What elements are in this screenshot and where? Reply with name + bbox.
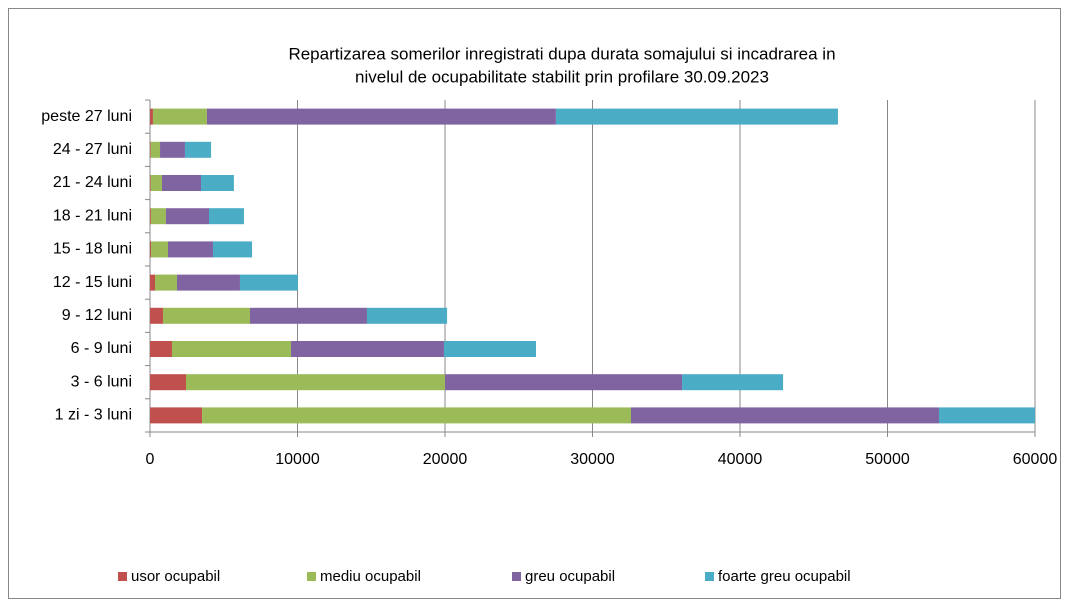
y-tick-label: 21 - 24 luni [53,174,132,191]
y-tick-label: 24 - 27 luni [53,141,132,158]
y-tick-label: peste 27 luni [41,108,132,125]
bar-segment [150,307,163,324]
bar-segment [176,274,240,291]
legend-label: usor ocupabil [131,568,220,585]
bar-segment [150,407,203,424]
bar-segment [201,175,234,191]
bar-segment [206,108,556,125]
y-tick-label: 6 - 9 luni [71,340,132,357]
legend-swatch [705,572,714,581]
bar-segment [150,175,151,191]
chart-title: Repartizarea somerilor inregistrati dupa… [288,44,835,63]
legend-label: mediu ocupabil [320,568,421,585]
chart-title: nivelul de ocupabilitate stabilit prin p… [355,67,769,86]
y-tick-label: 12 - 15 luni [53,274,132,291]
bar-segment [171,341,292,357]
x-tick-label: 20000 [423,451,468,468]
legend-swatch [512,572,521,581]
legend-label: greu ocupabil [525,568,615,585]
bar-segment [250,307,367,324]
bar-segment [150,141,161,158]
bar-segment [150,341,172,357]
bar-segment [150,241,152,258]
bar-segment [151,241,168,258]
bar-segment [185,374,446,391]
bar-segment [209,208,244,225]
bar-segment [150,374,186,391]
x-tick-label: 10000 [275,451,320,468]
bar-segment [443,341,537,357]
x-tick-label: 60000 [1013,451,1058,468]
bar-segment [155,274,177,291]
bar-segment [150,175,162,191]
bar-segment [167,241,213,258]
x-tick-label: 30000 [570,451,615,468]
bar-segment [152,108,207,125]
y-tick-label: 18 - 21 luni [53,207,132,224]
bar-segment [239,274,298,291]
y-tick-label: 1 zi - 3 luni [55,407,132,424]
x-tick-label: 0 [146,451,155,468]
bar-segment [165,208,209,225]
bar-segment [445,374,683,391]
bar-segment [555,108,838,125]
bar-segment [682,374,784,391]
bar-segment [150,141,151,158]
bar-segment [150,208,166,225]
y-tick-label: 9 - 12 luni [62,307,132,324]
x-tick-label: 50000 [865,451,910,468]
legend-label: foarte greu ocupabil [718,568,851,585]
bar-segment [630,407,939,424]
bar-segment [150,208,151,225]
bar-segment [938,407,1035,424]
bar-segment [291,341,444,357]
bar-segment [212,241,253,258]
bar-segment [184,141,212,158]
bar-segment [150,108,153,125]
x-tick-label: 40000 [718,451,763,468]
bar-segment [161,175,202,191]
legend-swatch [307,572,316,581]
chart-border [8,8,1061,599]
bar-segment [366,307,448,324]
bar-segment [162,307,251,324]
bar-segment [202,407,631,424]
y-tick-label: 3 - 6 luni [71,373,132,390]
bar-segment [150,274,156,291]
y-tick-label: 15 - 18 luni [53,241,132,258]
bar-segment [160,141,185,158]
legend-swatch [118,572,127,581]
